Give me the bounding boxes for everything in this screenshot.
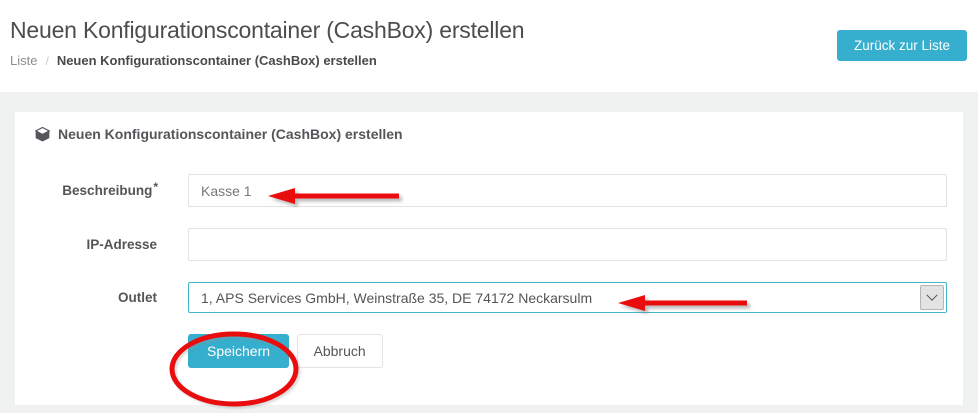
breadcrumb-root[interactable]: Liste [10,53,38,68]
panel-header: Neuen Konfigurationscontainer (CashBox) … [15,112,963,154]
outlet-select-dropdown-button[interactable] [920,285,944,310]
beschreibung-input[interactable] [188,174,947,207]
page-header: Neuen Konfigurationscontainer (CashBox) … [0,0,978,92]
actions-buttons: Speichern Abbruch [188,334,947,368]
outlet-selected-value: 1, APS Services GmbH, Weinstraße 35, DE … [201,289,593,306]
breadcrumb-separator: / [45,53,49,68]
form-panel: Neuen Konfigurationscontainer (CashBox) … [15,112,963,405]
content-area: Neuen Konfigurationscontainer (CashBox) … [0,92,978,413]
cashbox-form: Beschreibung* IP-Adresse Outlet 1, APS S… [15,154,963,368]
form-actions: Speichern Abbruch [15,334,947,368]
ip-adresse-label-text: IP-Adresse [86,237,157,252]
required-marker: * [153,180,158,194]
page-title: Neuen Konfigurationscontainer (CashBox) … [10,17,525,43]
cube-icon [35,126,50,142]
save-button[interactable]: Speichern [188,334,290,368]
ip-adresse-label: IP-Adresse [15,237,188,252]
breadcrumb: Liste / Neuen Konfigurationscontainer (C… [10,53,968,68]
form-row-outlet: Outlet 1, APS Services GmbH, Weinstraße … [15,282,947,313]
back-to-list-button[interactable]: Zurück zur Liste [836,30,967,61]
breadcrumb-current: Neuen Konfigurationscontainer (CashBox) … [56,53,377,68]
form-row-ip-adresse: IP-Adresse [15,228,947,261]
outlet-label-text: Outlet [118,290,157,305]
ip-adresse-input[interactable] [188,228,947,261]
cancel-button[interactable]: Abbruch [296,334,383,368]
beschreibung-label: Beschreibung* [15,180,188,198]
outlet-select[interactable]: 1, APS Services GmbH, Weinstraße 35, DE … [188,282,947,313]
panel-title: Neuen Konfigurationscontainer (CashBox) … [58,126,403,142]
form-row-beschreibung: Beschreibung* [15,174,947,207]
outlet-label: Outlet [15,290,188,305]
beschreibung-label-text: Beschreibung [62,183,153,198]
chevron-down-icon [926,289,938,301]
